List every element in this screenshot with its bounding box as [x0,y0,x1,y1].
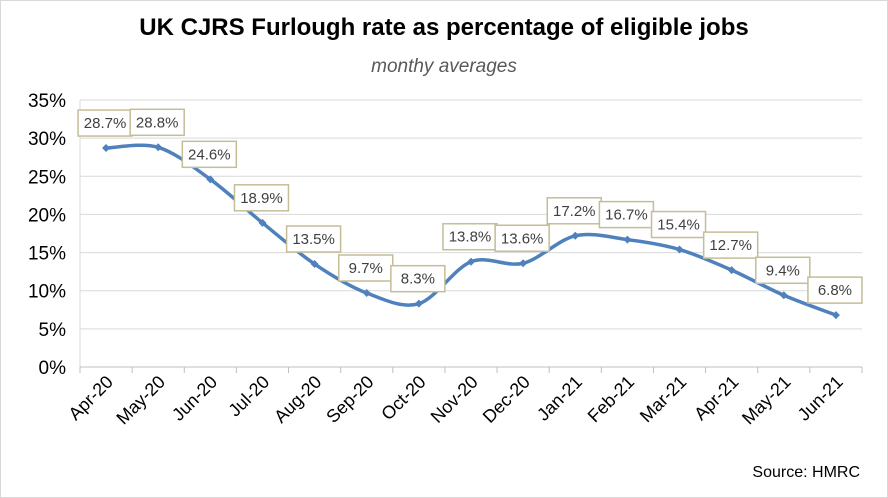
x-tick-label: Dec-20 [479,372,534,427]
x-tick-label: Apr-21 [690,372,742,424]
data-label: 6.8% [818,282,852,299]
data-label-box [129,108,185,137]
data-point [362,289,371,298]
chart-source: Source: HMRC [752,464,860,481]
data-label: 18.9% [240,190,283,207]
data-label-box [494,224,550,253]
y-tick-label: 35% [28,91,66,112]
data-point [571,231,580,240]
data-point [519,259,528,268]
data-label: 9.4% [766,262,800,279]
x-tick-label: Jun-21 [794,372,847,425]
y-tick-label: 0% [39,358,67,379]
data-point [310,260,319,269]
data-label: 13.8% [449,229,492,246]
data-point [779,291,788,300]
x-tick-label: Sep-20 [322,372,377,427]
x-tick-label: Jul-20 [224,372,273,421]
data-label: 12.7% [709,237,752,254]
data-label-box [546,197,603,225]
x-tick-label: May-21 [738,372,795,429]
data-point [206,175,215,184]
data-point [414,299,423,308]
data-label: 15.4% [657,217,700,234]
data-label: 24.6% [188,146,231,163]
y-tick-label: 15% [28,244,66,265]
data-point [102,144,111,153]
x-tick-label: Oct-20 [377,372,429,424]
data-label: 17.2% [553,203,596,220]
data-label: 8.3% [401,271,435,288]
series-line [105,143,837,317]
data-point [831,311,840,320]
data-label: 13.6% [501,230,544,247]
x-tick-label: Apr-20 [65,372,117,424]
data-label-box [702,231,759,259]
data-label-box [755,256,811,285]
data-label: 16.7% [605,207,648,224]
x-tick-label: May-20 [112,372,169,429]
data-point [467,257,475,266]
data-label-box [77,109,133,137]
y-tick-label: 30% [28,129,66,150]
x-tick-label: Aug-20 [270,372,325,427]
data-label: 28.8% [136,114,179,131]
data-label-box [337,254,394,282]
x-tick-label: Jan-21 [533,372,586,425]
data-label-box [650,210,707,239]
x-tick-label: Jun-20 [168,372,221,425]
y-tick-label: 25% [28,167,66,188]
data-label: 13.5% [292,231,335,248]
data-label: 9.7% [349,260,383,277]
data-point [675,245,684,254]
data-label-box [442,222,498,251]
chart-subtitle: monthy averages [371,56,517,77]
data-point [154,143,163,152]
data-label-box [181,140,238,169]
chart-title: UK CJRS Furlough rate as percentage of e… [139,14,749,41]
x-tick-label: Feb-21 [584,372,638,426]
y-tick-label: 5% [39,320,67,341]
data-label-box [390,264,446,293]
data-label-box [807,276,863,304]
y-tick-label: 10% [28,282,66,303]
y-tick-label: 20% [28,205,66,226]
data-point [727,266,736,275]
data-label-box [285,225,342,253]
x-tick-label: Mar-21 [636,372,690,426]
data-label-box [233,184,290,212]
data-label: 28.7% [84,115,127,132]
data-point [258,218,267,227]
x-tick-label: Nov-20 [427,372,482,427]
data-point [623,235,632,244]
